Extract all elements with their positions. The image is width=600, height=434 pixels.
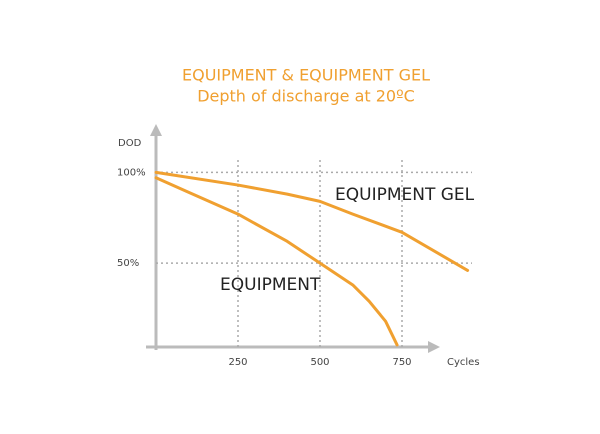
x-tick-label: 500 [310,357,329,368]
x-axis-label: Cycles [447,357,480,368]
chart-title: EQUIPMENT & EQUIPMENT GEL [182,66,430,85]
series-line [154,176,399,347]
axes [146,124,440,353]
y-axis-label: DOD [118,138,142,149]
y-tick-label: 100% [117,167,146,178]
y-arrow [150,124,162,136]
x-tick-label: 250 [228,357,247,368]
x-arrow [428,341,440,353]
series-line [154,170,470,272]
x-tick-label: 750 [392,357,411,368]
series-label: EQUIPMENT GEL [335,185,475,205]
y-tick-label: 50% [117,258,139,269]
chart-subtitle: Depth of discharge at 20ºC [197,87,415,106]
series-label: EQUIPMENT [220,275,321,295]
